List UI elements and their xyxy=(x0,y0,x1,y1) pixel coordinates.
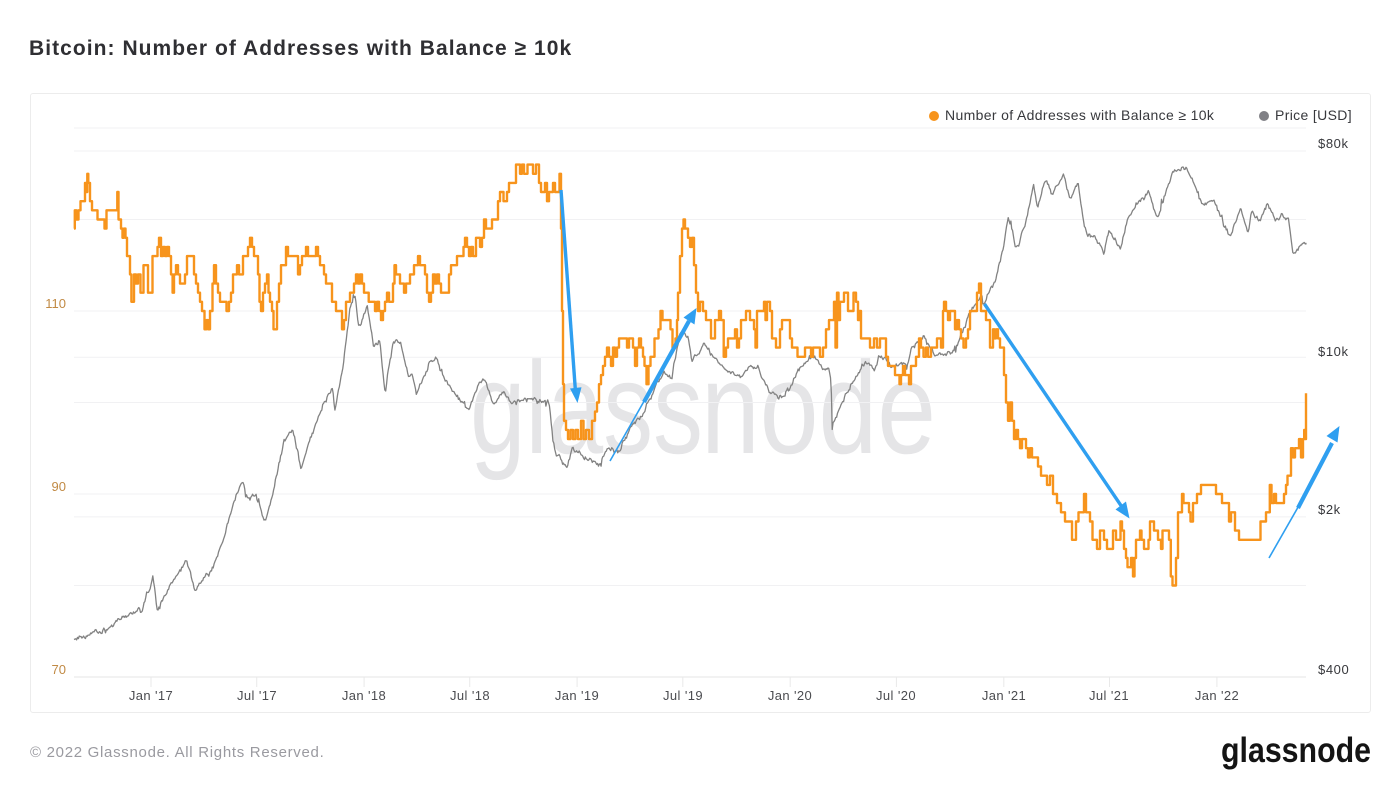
svg-text:glassnode: glassnode xyxy=(1221,731,1371,770)
svg-text:node: node xyxy=(701,334,936,481)
svg-text:glass: glass xyxy=(470,334,703,481)
